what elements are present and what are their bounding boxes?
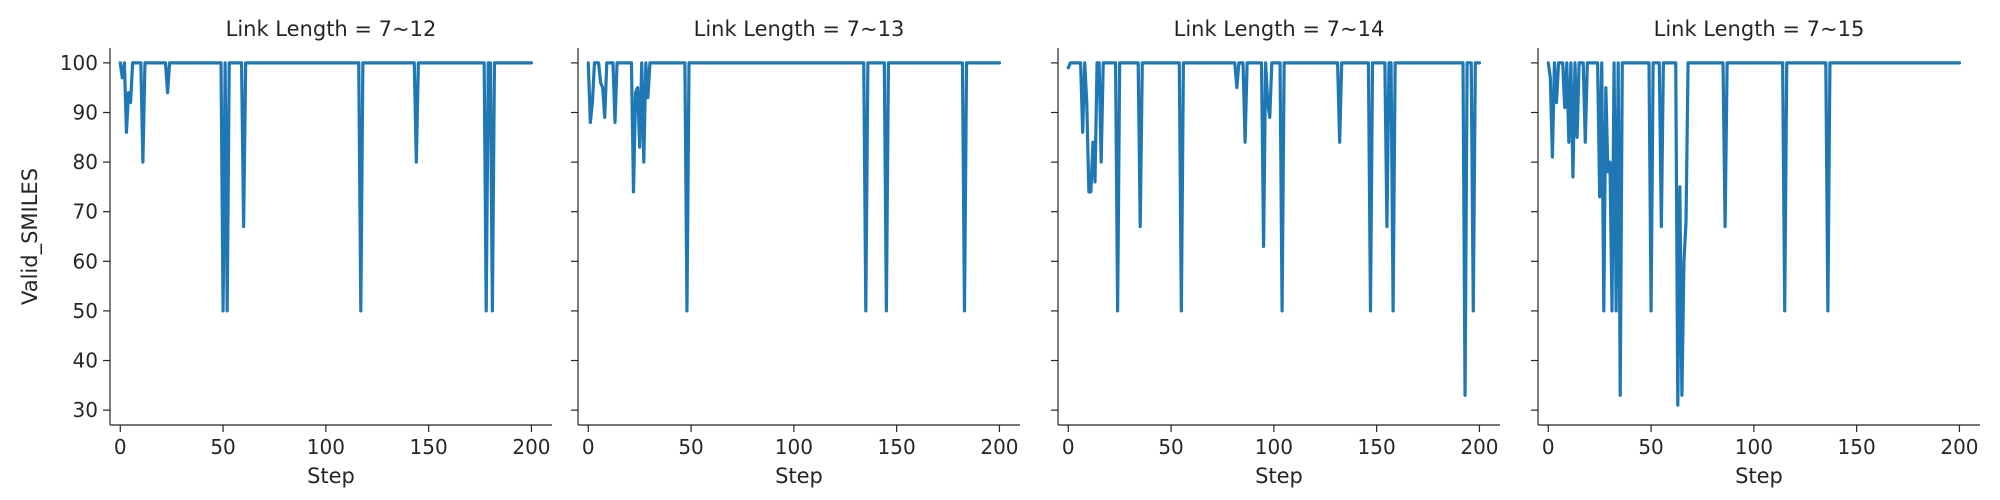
series-line bbox=[118, 61, 534, 313]
panel-3: Link Length = 7~14 0 50 100 150 200 Step bbox=[1051, 17, 1500, 488]
y-axis-label: Valid_SMILES bbox=[18, 168, 43, 305]
x-tick-label: 150 bbox=[878, 435, 916, 459]
series-line bbox=[1066, 61, 1482, 397]
x-tick-label: 200 bbox=[512, 435, 550, 459]
x-tick-label: 50 bbox=[1638, 435, 1663, 459]
y-tick-label: 80 bbox=[73, 150, 98, 174]
x-tick-label: 100 bbox=[307, 435, 345, 459]
panel-title: Link Length = 7~12 bbox=[226, 17, 437, 41]
x-tick-label: 50 bbox=[1158, 435, 1183, 459]
x-tick-label: 0 bbox=[582, 435, 595, 459]
series-line bbox=[586, 61, 1002, 313]
x-tick-label: 0 bbox=[114, 435, 127, 459]
y-tick-label: 100 bbox=[60, 51, 98, 75]
x-axis-label: Step bbox=[307, 464, 355, 488]
series-line bbox=[1546, 61, 1962, 407]
panel-2: Link Length = 7~13 0 50 100 150 200 Step bbox=[571, 17, 1020, 488]
x-tick-label: 150 bbox=[410, 435, 448, 459]
x-tick-label: 100 bbox=[1255, 435, 1293, 459]
x-tick-label: 0 bbox=[1542, 435, 1555, 459]
panel-title: Link Length = 7~13 bbox=[694, 17, 905, 41]
x-tick-label: 200 bbox=[1940, 435, 1978, 459]
x-tick-label: 50 bbox=[678, 435, 703, 459]
y-tick-label: 70 bbox=[73, 200, 98, 224]
y-tick-label: 50 bbox=[73, 299, 98, 323]
x-axis-label: Step bbox=[1255, 464, 1303, 488]
panel-1: Link Length = 7~12 30 40 50 60 70 80 90 100 0 50 10… bbox=[60, 17, 552, 488]
x-tick-label: 200 bbox=[980, 435, 1018, 459]
x-tick-label: 150 bbox=[1358, 435, 1396, 459]
x-tick-label: 0 bbox=[1062, 435, 1075, 459]
y-tick-label: 30 bbox=[73, 398, 98, 422]
x-tick-label: 100 bbox=[775, 435, 813, 459]
x-tick-label: 200 bbox=[1460, 435, 1498, 459]
panel-title: Link Length = 7~14 bbox=[1174, 17, 1385, 41]
chart-root: Link Length = 7~12 30 40 50 60 70 80 90 100 0 50 10… bbox=[18, 17, 1980, 488]
panel-title: Link Length = 7~15 bbox=[1654, 17, 1865, 41]
panel-4: Link Length = 7~15 0 50 100 150 200 Step bbox=[1531, 17, 1980, 488]
x-axis-label: Step bbox=[1735, 464, 1783, 488]
y-tick-label: 40 bbox=[73, 349, 98, 373]
y-tick-label: 60 bbox=[73, 249, 98, 273]
x-tick-label: 150 bbox=[1838, 435, 1876, 459]
y-tick-label: 90 bbox=[73, 100, 98, 124]
x-axis-label: Step bbox=[775, 464, 823, 488]
x-tick-label: 50 bbox=[210, 435, 235, 459]
x-tick-label: 100 bbox=[1735, 435, 1773, 459]
